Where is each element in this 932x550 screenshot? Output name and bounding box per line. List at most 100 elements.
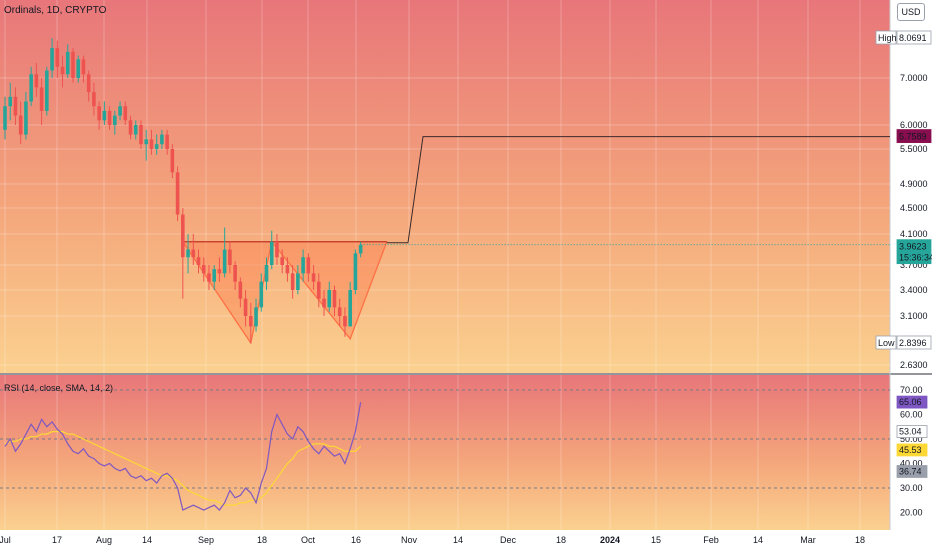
candle-body: [76, 59, 81, 78]
rsi-axis-label: 50.00: [900, 434, 923, 444]
candle-body: [92, 92, 96, 107]
price-axis-label: 7.0000: [900, 73, 928, 83]
rsi-lines: [4, 402, 362, 511]
candle-body: [290, 273, 295, 290]
candle-body: [102, 110, 107, 121]
rsi-value-label: 65.06: [899, 397, 922, 407]
candle-body: [97, 106, 101, 121]
candle-body: [3, 106, 7, 130]
candle-body: [296, 273, 300, 290]
time-axis-label: Feb: [703, 535, 719, 545]
time-axis-label: 18: [556, 535, 566, 545]
candle-body: [55, 48, 60, 67]
time-axis-label: 18: [855, 535, 865, 545]
price-axis-label: 3.4000: [900, 285, 928, 295]
rsi-pane-background: [0, 375, 890, 530]
candle-body: [45, 70, 49, 111]
candle-body: [8, 96, 13, 107]
time-axis-label: Aug: [96, 535, 112, 545]
candle-body: [353, 253, 358, 290]
rsi-axis-label: 30.00: [900, 483, 923, 493]
candle-body: [128, 120, 133, 135]
price-axis-label: 3.1000: [900, 311, 928, 321]
candle-body: [118, 106, 122, 116]
current-price-label-value: 3.9623: [899, 242, 927, 252]
candle-body: [348, 290, 352, 327]
candle-body: [86, 74, 91, 93]
candle-body: [154, 144, 159, 149]
rsi-indicator-title[interactable]: RSI (14, close, SMA, 14, 2): [4, 383, 114, 393]
price-axis-label: 6.0000: [900, 120, 928, 130]
rsi-axis-label: 20.00: [900, 508, 923, 518]
high-label-caption-box: [875, 30, 897, 45]
price-axis-label: 4.1000: [900, 229, 928, 239]
candle-body: [238, 281, 243, 299]
candle-body: [144, 139, 149, 145]
candle-body: [322, 298, 326, 308]
candle-body: [306, 257, 311, 274]
time-axis-label: 14: [453, 535, 463, 545]
candle-body: [149, 139, 154, 149]
candle-body: [337, 307, 342, 316]
low-label-value: 2.8396: [899, 338, 927, 348]
candle-body: [233, 265, 237, 282]
time-axis-label: 17: [52, 535, 62, 545]
candle-body: [113, 115, 117, 125]
candle-body: [165, 134, 169, 149]
candle-body: [170, 149, 175, 173]
candle-body: [39, 87, 44, 111]
candlesticks: [3, 37, 363, 343]
candle-body: [311, 273, 316, 282]
currency-button[interactable]: USD: [897, 3, 925, 21]
candle-body: [317, 281, 321, 299]
rsi-ma-value-label-box: [896, 443, 928, 457]
candle-body: [24, 101, 28, 135]
candle-body: [259, 281, 264, 308]
high-label-value: 8.0691: [899, 33, 927, 43]
candle-body: [60, 66, 65, 75]
candle-body: [71, 51, 75, 78]
price-axis-label: 4.5000: [900, 203, 928, 213]
time-axis-label: 15: [651, 535, 661, 545]
time-axis-label: Dec: [500, 535, 517, 545]
rsi-ma-value-label: 45.53: [899, 445, 922, 455]
candle-body: [275, 241, 279, 258]
candle-body: [264, 265, 269, 282]
candle-body: [243, 298, 248, 316]
candle-body: [196, 257, 201, 265]
target-projection-line: [386, 136, 890, 244]
price-axis-label: 2.6300: [900, 360, 928, 370]
candle-body: [81, 59, 86, 75]
candle-body: [107, 110, 112, 125]
candle-body: [181, 214, 185, 258]
candle-body: [222, 249, 227, 274]
rsi-line: [4, 402, 362, 511]
current-price-label-countdown: 15:36:34: [899, 253, 932, 263]
candle-body: [186, 249, 190, 258]
time-axis-label: Nov: [401, 535, 418, 545]
candle-body: [269, 241, 274, 265]
time-axis-label: Mar: [800, 535, 816, 545]
candle-body: [18, 115, 23, 135]
rsi-axis-label: 40.00: [900, 459, 923, 469]
main-pane-background: [0, 0, 890, 373]
time-axis-label: Jul: [0, 535, 11, 545]
candle-body: [254, 307, 258, 327]
rsi-value-label-box: [896, 395, 928, 409]
candle-body: [358, 244, 363, 254]
candle-body: [249, 316, 253, 327]
candle-body: [160, 134, 164, 145]
candle-body: [332, 290, 337, 308]
rsi-lower-label: 36.74: [899, 466, 922, 476]
target-price-label-box: [896, 129, 932, 143]
target-price-label-value: 5.7589: [899, 132, 927, 142]
candle-body: [123, 106, 128, 121]
candle-body: [280, 257, 284, 265]
low-label-caption: Low: [878, 338, 895, 348]
time-axis: Jul 17 Aug 14 Sep 18 Oct 16 Nov 14 Dec 18 2024 15 Feb 1…: [0, 535, 865, 545]
low-label-box: [896, 335, 932, 350]
price-axis: 7.0000 6.0000 5.5000 4.9000 4.5000 4.1000 3.70…: [900, 73, 928, 518]
rsi-axis-label: 70.00: [900, 385, 923, 395]
